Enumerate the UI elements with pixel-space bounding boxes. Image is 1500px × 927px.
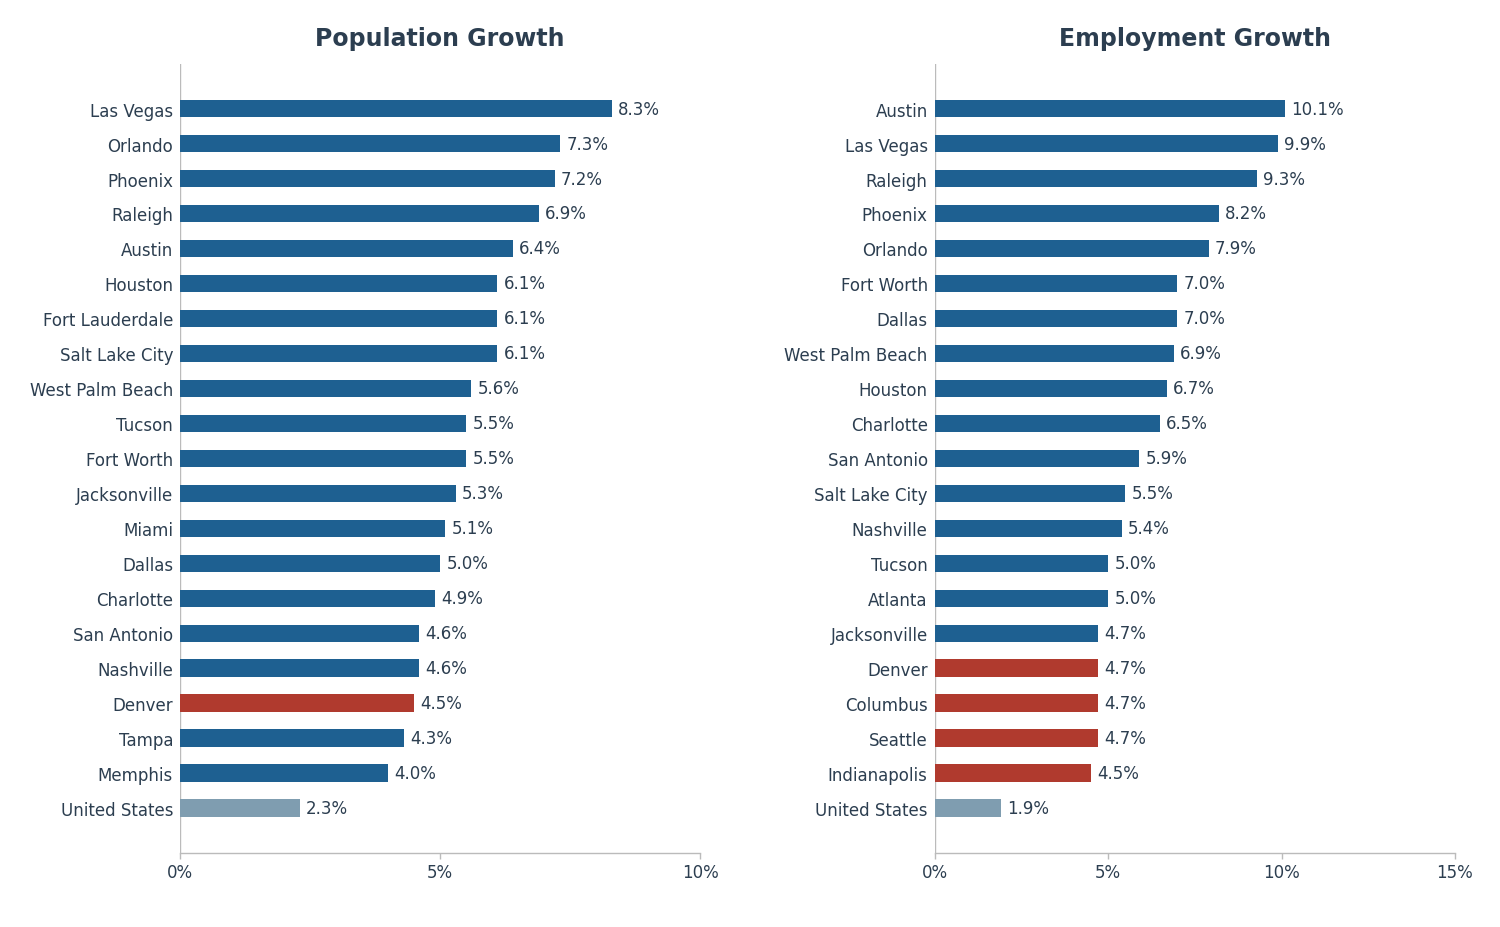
Bar [934, 135, 1278, 153]
Title: Employment Growth: Employment Growth [1059, 27, 1330, 50]
Text: 9.9%: 9.9% [1284, 135, 1326, 153]
Text: 6.1%: 6.1% [504, 345, 546, 363]
Text: 4.6%: 4.6% [426, 625, 468, 642]
Bar [934, 730, 1098, 747]
Bar [180, 730, 404, 747]
Text: 7.3%: 7.3% [566, 135, 608, 153]
Text: 6.5%: 6.5% [1167, 415, 1208, 433]
Text: 2.3%: 2.3% [306, 799, 348, 818]
Bar [934, 485, 1125, 502]
Bar [180, 694, 414, 712]
Bar [934, 101, 1286, 118]
Bar [934, 520, 1122, 538]
Bar [180, 311, 498, 328]
Bar [180, 765, 388, 782]
Bar [180, 800, 300, 817]
Text: 7.9%: 7.9% [1215, 240, 1257, 259]
Bar [180, 171, 555, 188]
Bar [934, 311, 1178, 328]
Text: 5.5%: 5.5% [1131, 485, 1173, 502]
Bar [180, 625, 420, 642]
Text: 4.3%: 4.3% [410, 730, 452, 747]
Text: 5.0%: 5.0% [1114, 554, 1156, 573]
Text: 4.7%: 4.7% [1104, 659, 1146, 678]
Text: 6.4%: 6.4% [519, 240, 561, 259]
Text: 10.1%: 10.1% [1292, 100, 1344, 119]
Bar [180, 206, 538, 223]
Text: 6.1%: 6.1% [504, 275, 546, 293]
Text: 5.0%: 5.0% [1114, 590, 1156, 607]
Text: 5.0%: 5.0% [447, 554, 489, 573]
Text: 5.1%: 5.1% [452, 520, 494, 538]
Bar [934, 240, 1209, 258]
Text: 6.9%: 6.9% [1180, 345, 1222, 363]
Bar [934, 345, 1174, 362]
Bar [934, 555, 1108, 573]
Bar [180, 135, 560, 153]
Text: 8.2%: 8.2% [1226, 205, 1268, 223]
Bar [934, 765, 1090, 782]
Text: 5.3%: 5.3% [462, 485, 504, 502]
Bar [934, 451, 1140, 467]
Bar [180, 275, 498, 293]
Text: 4.5%: 4.5% [420, 694, 462, 713]
Bar [934, 590, 1108, 607]
Bar [180, 520, 446, 538]
Bar [180, 101, 612, 118]
Bar [934, 694, 1098, 712]
Bar [934, 275, 1178, 293]
Bar [180, 415, 466, 433]
Text: 4.6%: 4.6% [426, 659, 468, 678]
Text: 4.9%: 4.9% [441, 590, 483, 607]
Text: 5.6%: 5.6% [477, 380, 519, 398]
Bar [180, 345, 498, 362]
Text: 1.9%: 1.9% [1007, 799, 1048, 818]
Text: 4.0%: 4.0% [394, 765, 436, 782]
Bar [180, 555, 440, 573]
Title: Population Growth: Population Growth [315, 27, 566, 50]
Bar [934, 380, 1167, 398]
Text: 5.4%: 5.4% [1128, 520, 1170, 538]
Text: 7.0%: 7.0% [1184, 311, 1225, 328]
Bar [180, 451, 466, 467]
Bar [934, 625, 1098, 642]
Bar [934, 800, 1000, 817]
Text: 4.7%: 4.7% [1104, 625, 1146, 642]
Bar [180, 485, 456, 502]
Bar [180, 590, 435, 607]
Text: 7.2%: 7.2% [561, 171, 603, 188]
Bar [180, 380, 471, 398]
Text: 4.7%: 4.7% [1104, 730, 1146, 747]
Text: 5.9%: 5.9% [1146, 450, 1188, 468]
Bar [180, 660, 420, 678]
Text: 5.5%: 5.5% [472, 415, 514, 433]
Text: 6.7%: 6.7% [1173, 380, 1215, 398]
Text: 6.1%: 6.1% [504, 311, 546, 328]
Text: 6.9%: 6.9% [546, 205, 586, 223]
Bar [180, 240, 513, 258]
Bar [934, 660, 1098, 678]
Bar [934, 206, 1220, 223]
Text: 8.3%: 8.3% [618, 100, 660, 119]
Text: 5.5%: 5.5% [472, 450, 514, 468]
Bar [934, 171, 1257, 188]
Text: 4.7%: 4.7% [1104, 694, 1146, 713]
Text: 7.0%: 7.0% [1184, 275, 1225, 293]
Text: 9.3%: 9.3% [1263, 171, 1305, 188]
Text: 4.5%: 4.5% [1096, 765, 1138, 782]
Bar [934, 415, 1160, 433]
